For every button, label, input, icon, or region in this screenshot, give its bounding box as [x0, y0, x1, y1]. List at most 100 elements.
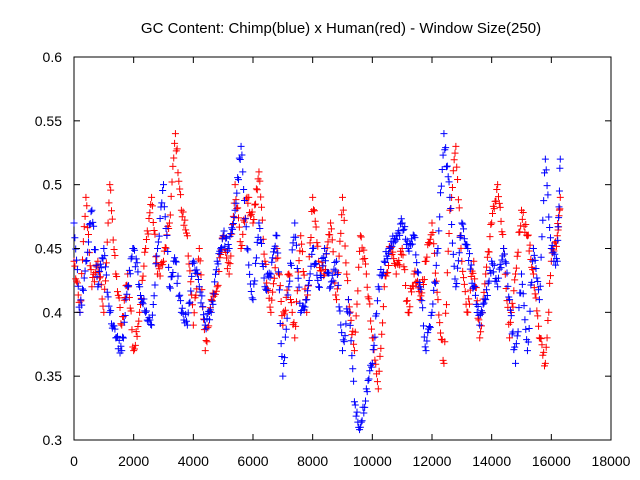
data-point-interp [390, 239, 398, 247]
data-point [368, 359, 376, 367]
data-point-interp [424, 329, 432, 337]
data-point-interp [534, 278, 542, 286]
data-point-interp [335, 303, 343, 311]
data-point-interp [147, 321, 155, 329]
data-point-interp [166, 211, 174, 219]
data-point-interp [494, 274, 502, 282]
data-point-interp [338, 329, 346, 337]
data-point-interp [252, 200, 260, 208]
data-point-interp [441, 338, 449, 346]
data-point-interp [484, 279, 492, 287]
data-point-interp [192, 291, 200, 299]
data-point-interp [223, 265, 231, 273]
data-point [309, 193, 317, 201]
data-point-interp [229, 220, 237, 228]
data-point-interp [442, 309, 450, 317]
data-point [237, 245, 245, 252]
data-point-interp [167, 192, 175, 200]
data-point-interp [299, 302, 307, 310]
data-point-interp [262, 285, 270, 293]
data-point-interp [431, 279, 439, 287]
data-point-interp [510, 287, 518, 295]
data-point [512, 270, 520, 278]
data-point-interp [429, 300, 437, 308]
data-point-interp [266, 273, 274, 281]
data-point-interp [240, 197, 248, 205]
data-point-interp [224, 241, 232, 249]
data-point-interp [149, 301, 157, 309]
data-point-interp [450, 262, 458, 270]
data-point-interp [454, 175, 462, 183]
data-point-interp [281, 306, 289, 314]
data-point [556, 193, 564, 201]
data-point-interp [519, 208, 527, 216]
data-point-interp [89, 218, 97, 226]
data-point-interp [238, 242, 246, 250]
data-point-interp [347, 316, 355, 324]
data-point-interp [246, 212, 254, 220]
data-point-interp [171, 139, 179, 147]
data-point-interp [230, 213, 238, 221]
data-point [556, 155, 564, 163]
data-point-interp [173, 279, 181, 287]
y-tick-label: 0.5 [43, 177, 63, 193]
data-point-interp [363, 283, 371, 291]
data-point-interp [466, 300, 474, 308]
data-point-interp [546, 234, 554, 242]
data-point [350, 398, 358, 406]
data-point-interp [373, 378, 381, 386]
data-point-interp [534, 312, 542, 320]
x-tick-label: 4000 [178, 453, 209, 469]
data-point-interp [528, 278, 536, 286]
data-point-interp [323, 268, 331, 276]
data-point-interp [119, 334, 127, 342]
data-point-interp [457, 244, 465, 252]
data-point-interp [288, 246, 296, 254]
data-point-interp [108, 215, 116, 223]
data-point-interp [370, 341, 378, 349]
data-point-interp [216, 254, 224, 262]
data-point-interp [306, 239, 314, 247]
data-point-interp [246, 270, 254, 278]
data-point-interp [194, 269, 202, 277]
data-point-interp [271, 264, 279, 272]
data-point [225, 245, 233, 252]
data-point-interp [162, 244, 170, 252]
data-point-interp [113, 332, 121, 340]
data-point [333, 257, 341, 265]
data-point-interp [533, 274, 541, 282]
data-point-interp [107, 307, 115, 315]
data-point-interp [376, 352, 384, 360]
data-point-interp [350, 377, 358, 385]
data-point [189, 321, 197, 329]
data-point-interp [496, 203, 504, 211]
data-point-interp [269, 288, 277, 296]
data-point-interp [276, 319, 284, 327]
data-point-interp [332, 291, 340, 299]
data-point [130, 245, 138, 252]
data-point-interp [409, 282, 417, 290]
data-point-interp [263, 279, 271, 287]
data-point-interp [459, 267, 467, 275]
data-point-interp [477, 322, 485, 330]
data-point-interp [132, 328, 140, 336]
data-point [500, 245, 508, 252]
data-point [488, 219, 496, 227]
data-point-interp [178, 304, 186, 312]
data-point-interp [524, 231, 532, 239]
data-point-interp [539, 351, 547, 359]
data-point-interp [419, 304, 427, 312]
data-point-interp [170, 154, 178, 162]
data-point-interp [437, 189, 445, 197]
data-point-interp [284, 291, 292, 299]
data-point-interp [460, 280, 468, 288]
data-point-interp [333, 285, 341, 293]
data-point-interp [154, 238, 162, 246]
series-layer [70, 130, 564, 434]
data-point-interp [401, 266, 409, 274]
data-point [88, 283, 96, 291]
data-point-interp [263, 286, 271, 294]
data-point-interp [117, 342, 125, 350]
data-point-interp [197, 299, 205, 307]
data-point-interp [480, 299, 488, 307]
